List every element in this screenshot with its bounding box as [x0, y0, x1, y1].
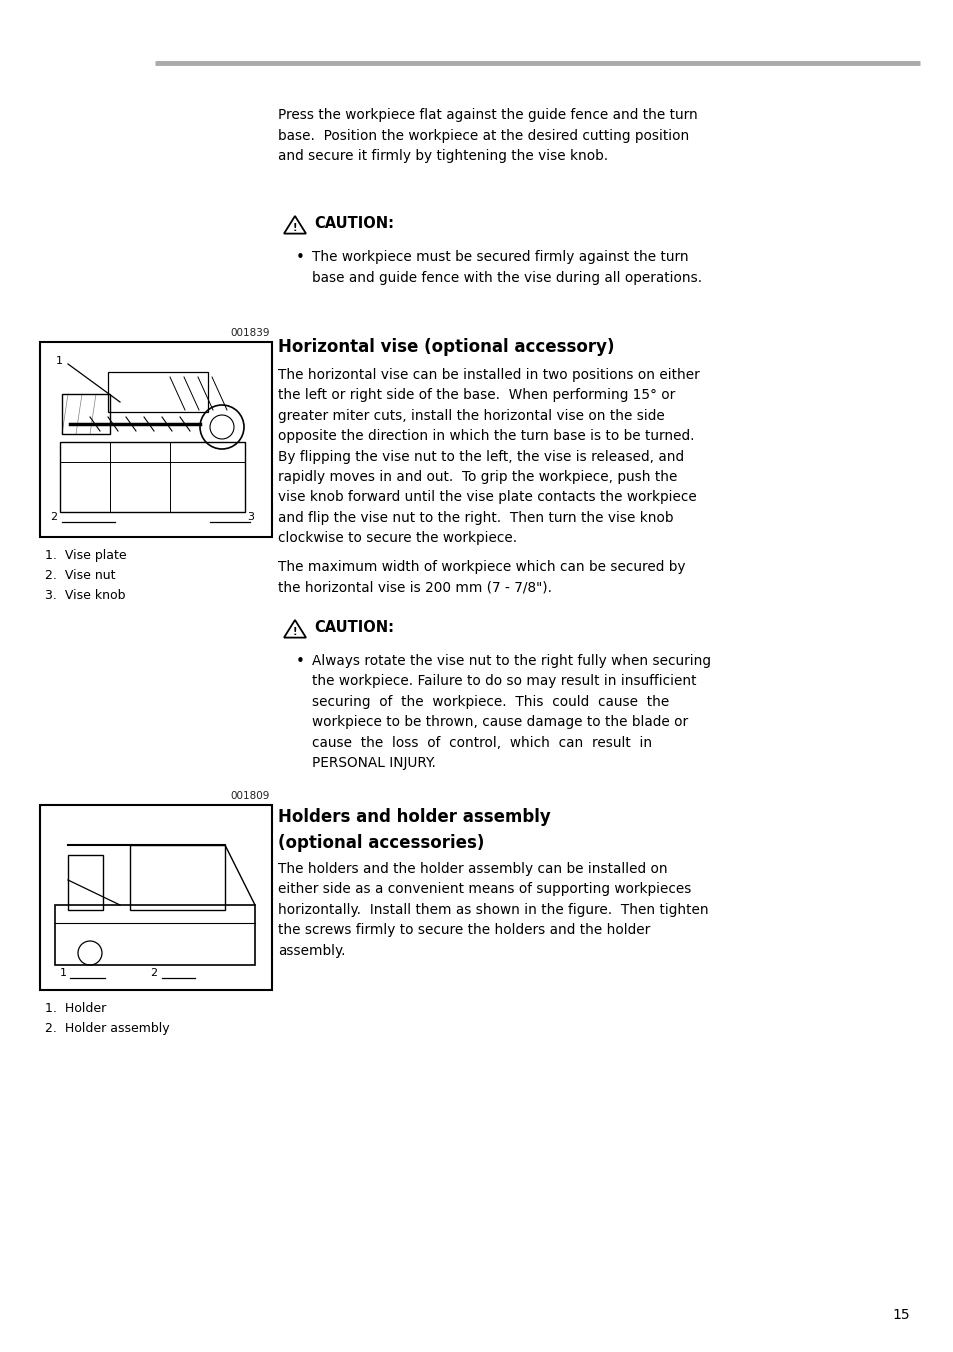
Bar: [68, 854, 103, 910]
Text: 1.  Holder: 1. Holder: [45, 1002, 106, 1015]
Text: The maximum width of workpiece which can be secured by
the horizontal vise is 20: The maximum width of workpiece which can…: [277, 560, 685, 595]
Bar: [130, 845, 225, 910]
Text: !: !: [293, 627, 297, 637]
Text: 2: 2: [50, 512, 57, 522]
Text: The horizontal vise can be installed in two positions on either
the left or righ: The horizontal vise can be installed in …: [277, 368, 699, 545]
Text: •: •: [295, 654, 305, 669]
Text: 2.  Holder assembly: 2. Holder assembly: [45, 1022, 170, 1036]
Bar: [55, 904, 254, 965]
Text: 2: 2: [150, 968, 157, 977]
Text: Always rotate the vise nut to the right fully when securing
the workpiece. Failu: Always rotate the vise nut to the right …: [312, 654, 710, 769]
Bar: [40, 804, 272, 990]
Text: !: !: [293, 223, 297, 233]
Text: Holders and holder assembly: Holders and holder assembly: [277, 808, 550, 826]
Bar: [108, 372, 208, 412]
Text: 1.  Vise plate: 1. Vise plate: [45, 549, 127, 562]
Text: 3.  Vise knob: 3. Vise knob: [45, 589, 126, 602]
Text: 1: 1: [56, 356, 63, 366]
Text: •: •: [295, 250, 305, 265]
Text: 2.  Vise nut: 2. Vise nut: [45, 569, 115, 581]
Text: The workpiece must be secured firmly against the turn
base and guide fence with : The workpiece must be secured firmly aga…: [312, 250, 701, 285]
Text: Press the workpiece flat against the guide fence and the turn
base.  Position th: Press the workpiece flat against the gui…: [277, 108, 697, 164]
Text: 001839: 001839: [231, 329, 270, 338]
Text: (optional accessories): (optional accessories): [277, 834, 484, 852]
Bar: [40, 342, 272, 537]
Text: CAUTION:: CAUTION:: [314, 621, 394, 635]
Text: CAUTION:: CAUTION:: [314, 216, 394, 231]
Text: 3: 3: [247, 512, 253, 522]
Bar: [60, 442, 245, 512]
Text: 1: 1: [60, 968, 67, 977]
Text: Horizontal vise (optional accessory): Horizontal vise (optional accessory): [277, 338, 614, 356]
Bar: [62, 393, 110, 434]
Text: 001809: 001809: [231, 791, 270, 800]
Text: The holders and the holder assembly can be installed on
either side as a conveni: The holders and the holder assembly can …: [277, 863, 708, 957]
Text: 15: 15: [891, 1307, 909, 1322]
